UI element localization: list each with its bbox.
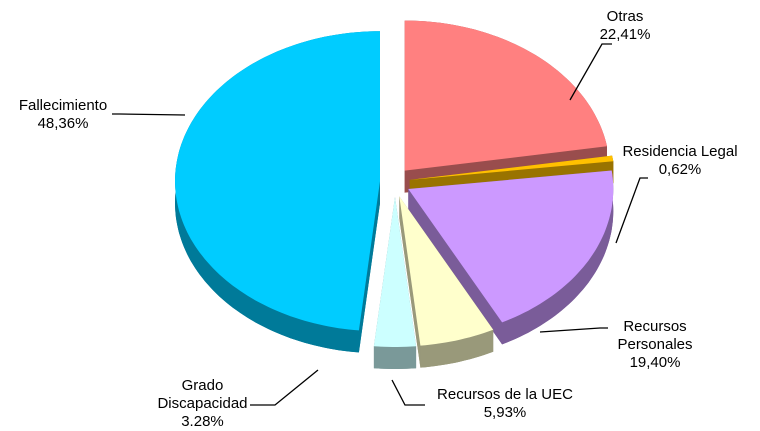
leader-line [112, 113, 186, 116]
slice-label: Recursos Personales 19,40% [617, 318, 693, 371]
leader-line [569, 43, 612, 101]
slice-wall [358, 181, 380, 353]
leader-line [250, 369, 319, 406]
leader-line [391, 379, 425, 406]
slice-side [420, 329, 494, 368]
pie-slice [404, 20, 607, 171]
slice-side [373, 346, 417, 369]
slice-wall [408, 189, 503, 345]
slice-wall [399, 196, 421, 368]
slices [175, 20, 614, 369]
slice-label: Residencia Legal 0,62% [622, 143, 738, 178]
pie-slice [175, 31, 380, 331]
slice-label: Otras 22,41% [599, 8, 651, 43]
leader-line [539, 327, 608, 333]
pie-slice [409, 155, 614, 180]
pie-slice [408, 170, 614, 323]
pie-slice [399, 196, 494, 346]
leader-lines [112, 43, 648, 406]
slice-label: Grado Discapacidad 3.28% [157, 377, 248, 430]
slice-side [502, 170, 614, 345]
slice-label: Fallecimiento 48,36% [18, 97, 108, 132]
pie-slice [373, 197, 417, 347]
leader-line [615, 177, 648, 244]
slice-label: Recursos de la UEC 5,93% [437, 386, 573, 421]
